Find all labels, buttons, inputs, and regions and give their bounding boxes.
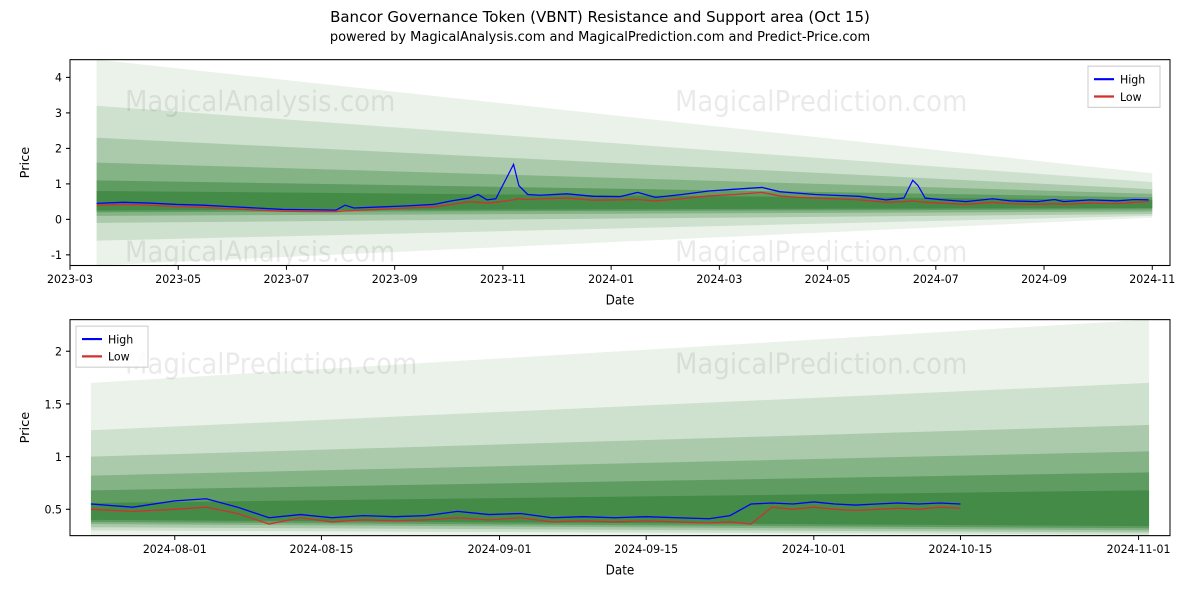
y-tick-label: 0 <box>55 212 62 227</box>
y-tick-label: 3 <box>55 106 62 121</box>
chart-top: MagicalAnalysis.com MagicalPrediction.com… <box>15 51 1185 311</box>
x-tick-label: 2024-11-01 <box>1107 542 1171 557</box>
y-tick-label: 4 <box>55 70 62 85</box>
legend-label: High <box>108 332 133 347</box>
x-tick-label: 2024-05 <box>805 271 851 286</box>
x-tick-label: 2024-09-01 <box>468 542 532 557</box>
legend-label: Low <box>108 349 130 364</box>
watermark-text: MagicalPrediction.com <box>675 236 967 268</box>
y-axis-label: Price <box>17 146 31 178</box>
x-tick-label: 2024-08-01 <box>143 542 207 557</box>
y-tick-label: 1 <box>55 177 62 192</box>
x-tick-label: 2024-07 <box>913 271 959 286</box>
x-tick-label: 2024-09 <box>1021 271 1067 286</box>
watermark-text: MagicalAnalysis.com <box>125 86 395 118</box>
legend-label: High <box>1120 72 1145 87</box>
legend-label: Low <box>1120 89 1142 104</box>
x-axis-label: Date <box>606 562 635 578</box>
y-tick-label: 0.5 <box>45 502 62 517</box>
chart-bottom: MagicalPrediction.com MagicalPrediction.c… <box>15 311 1185 581</box>
x-tick-label: 2023-03 <box>47 271 93 286</box>
watermark-text: MagicalPrediction.com <box>675 86 967 118</box>
x-tick-label: 2024-11 <box>1129 271 1175 286</box>
watermark-text: MagicalPrediction.com <box>675 349 967 381</box>
x-tick-label: 2023-07 <box>263 271 309 286</box>
y-tick-label: 2 <box>55 344 62 359</box>
x-tick-label: 2023-05 <box>155 271 201 286</box>
chart-subtitle: powered by MagicalAnalysis.com and Magic… <box>330 30 870 45</box>
x-tick-label: 2024-01 <box>588 271 634 286</box>
y-tick-label: 2 <box>55 141 62 156</box>
x-tick-label: 2023-09 <box>372 271 418 286</box>
x-tick-label: 2024-03 <box>696 271 742 286</box>
chart-title: Bancor Governance Token (VBNT) Resistanc… <box>330 8 870 26</box>
y-tick-label: 1 <box>55 450 62 465</box>
x-tick-label: 2024-10-01 <box>782 542 846 557</box>
watermark-text: MagicalPrediction.com <box>125 349 417 381</box>
x-tick-label: 2024-10-15 <box>929 542 993 557</box>
x-tick-label: 2024-09-15 <box>614 542 678 557</box>
x-axis-label: Date <box>606 292 635 308</box>
x-tick-label: 2024-08-15 <box>289 542 353 557</box>
y-tick-label: -1 <box>51 248 62 263</box>
y-tick-label: 1.5 <box>45 397 62 412</box>
y-axis-label: Price <box>17 412 31 444</box>
x-tick-label: 2023-11 <box>480 271 526 286</box>
watermark-text: MagicalAnalysis.com <box>125 236 395 268</box>
